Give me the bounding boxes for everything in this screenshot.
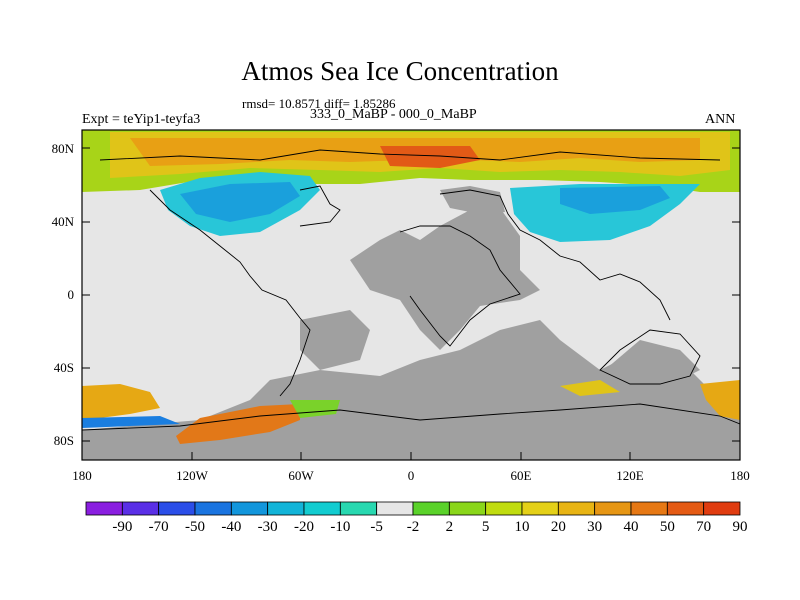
land-africa-eurasia xyxy=(350,208,540,350)
colorbar-label: -20 xyxy=(294,519,314,535)
chart-title: Atmos Sea Ice Concentration xyxy=(241,56,559,86)
colorbar-label: -5 xyxy=(370,519,383,535)
colorbar-label: -50 xyxy=(185,519,205,535)
south-decrease-patch xyxy=(82,416,180,428)
lon-label: 180 xyxy=(730,468,750,483)
atlantic-decrease-core xyxy=(560,186,670,214)
lat-label: 0 xyxy=(67,287,75,302)
lon-label: 60E xyxy=(510,468,532,483)
colorbar xyxy=(85,501,741,516)
south-ice-patch-red xyxy=(176,404,300,444)
colorbar-label: 30 xyxy=(587,519,603,535)
axis-ticks xyxy=(81,147,741,460)
colorbar-box xyxy=(194,501,232,516)
colorbar-label: 20 xyxy=(550,519,566,535)
colorbar-box xyxy=(448,501,487,516)
colorbar-label: 10 xyxy=(514,519,530,535)
colorbar-label: 90 xyxy=(732,519,748,535)
colorbar-label: -70 xyxy=(148,519,169,535)
colorbar-box xyxy=(376,501,414,516)
colorbar-box xyxy=(521,501,559,516)
northern-ice-red xyxy=(380,146,480,168)
colorbar-box xyxy=(666,501,705,516)
colorbar-label: 50 xyxy=(659,519,675,535)
lat-label: 40N xyxy=(51,214,74,229)
lat-label: 80S xyxy=(53,433,74,448)
lon-label: 180 xyxy=(72,468,92,483)
colorbar-box xyxy=(703,501,741,516)
lon-label: 0 xyxy=(407,468,415,483)
colorbar-box xyxy=(230,501,269,516)
colorbar-label: -40 xyxy=(221,519,242,535)
colorbar-box xyxy=(594,501,632,516)
south-ice-patch-west xyxy=(82,384,160,420)
experiment-label: Expt = teYip1-teyfa3 xyxy=(82,112,201,127)
lat-label: 80N xyxy=(51,141,74,156)
rmsd-diff-text: rmsd= 10.8571 diff= 1.85286 xyxy=(242,96,396,111)
colorbar-box xyxy=(267,501,305,516)
season-label: ANN xyxy=(705,112,736,127)
south-ice-patch-green xyxy=(290,400,340,418)
colorbar-label: 2 xyxy=(445,519,454,535)
colorbar-label: 5 xyxy=(481,519,490,535)
south-ice-patch-east xyxy=(700,380,740,420)
colorbar-box xyxy=(412,501,450,516)
south-ice-patch-indian xyxy=(560,380,620,396)
colorbar-box xyxy=(158,501,196,516)
lon-label: 120E xyxy=(616,468,644,483)
colorbar-label: 70 xyxy=(696,519,712,535)
colorbar-box xyxy=(339,501,378,516)
lat-label: 40S xyxy=(53,360,74,375)
coastlines xyxy=(82,149,740,431)
period-text: 333_0_MaBP - 000_0_MaBP xyxy=(310,107,477,122)
land-australia xyxy=(600,340,700,386)
land-south-america xyxy=(300,310,370,370)
colorbar-label: -2 xyxy=(406,519,420,535)
colorbar-label: -30 xyxy=(257,519,278,535)
colorbar-box xyxy=(303,501,341,516)
colorbar-label: 40 xyxy=(623,519,639,535)
lon-label: 60W xyxy=(288,468,314,483)
pacific-decrease-core xyxy=(180,182,300,222)
colorbar-label: -90 xyxy=(112,519,133,535)
colorbar-box xyxy=(85,501,123,516)
colorbar-box xyxy=(485,501,523,516)
colorbar-box xyxy=(121,501,160,516)
map-field xyxy=(82,130,740,460)
land-north-europe xyxy=(440,186,505,214)
colorbar-box xyxy=(630,501,668,516)
colorbar-box xyxy=(557,501,596,516)
lon-label: 120W xyxy=(176,468,208,483)
colorbar-label: -10 xyxy=(330,519,351,535)
